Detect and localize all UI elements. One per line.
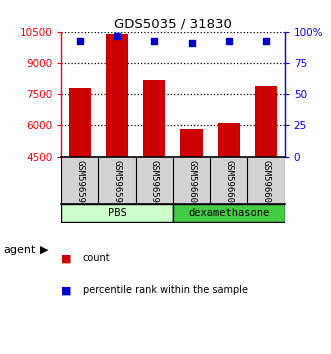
Bar	[218, 124, 240, 157]
Bar	[180, 129, 203, 157]
Bar	[106, 34, 128, 157]
Text: GSM596600: GSM596600	[187, 160, 196, 209]
Text: PBS: PBS	[108, 208, 126, 218]
Text: dexamethasone: dexamethasone	[188, 208, 269, 218]
Bar	[143, 80, 166, 157]
FancyBboxPatch shape	[61, 205, 173, 222]
Bar	[69, 88, 91, 157]
Text: ■: ■	[61, 253, 72, 263]
Text: ▶: ▶	[40, 245, 49, 255]
Text: GSM596595: GSM596595	[113, 160, 121, 209]
Text: agent: agent	[3, 245, 36, 255]
Text: ■: ■	[61, 285, 72, 295]
Title: GDS5035 / 31830: GDS5035 / 31830	[114, 18, 232, 31]
Text: GSM596602: GSM596602	[261, 160, 270, 209]
Point	[226, 38, 231, 44]
Point	[263, 38, 269, 44]
Point	[189, 40, 194, 46]
Text: percentile rank within the sample: percentile rank within the sample	[83, 285, 248, 295]
Bar	[255, 86, 277, 157]
FancyBboxPatch shape	[173, 205, 285, 222]
Point	[77, 38, 82, 44]
Text: GSM596594: GSM596594	[75, 160, 84, 209]
Text: count: count	[83, 253, 110, 263]
Point	[115, 33, 120, 39]
Text: GSM596596: GSM596596	[150, 160, 159, 209]
Text: GSM596601: GSM596601	[224, 160, 233, 209]
Point	[152, 38, 157, 44]
